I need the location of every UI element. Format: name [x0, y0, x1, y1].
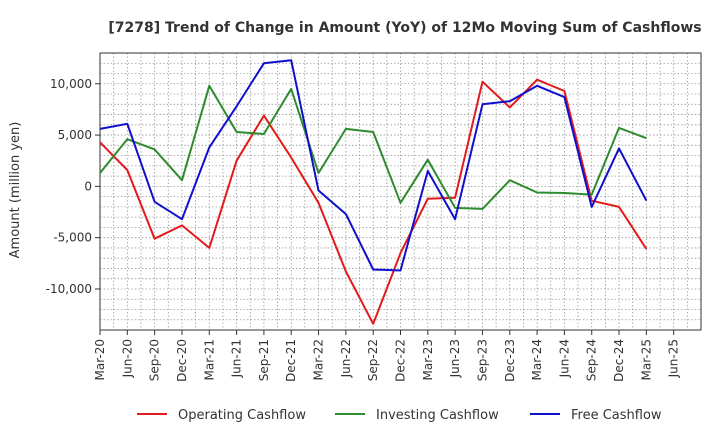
x-axis: Mar-20 Jun-20 Sep-20 Dec-20 Mar-21 Jun-21 Sep-…	[93, 330, 681, 382]
x-tick-label: Jun-20	[120, 339, 134, 378]
y-axis-label: Amount (million yen)	[8, 122, 23, 259]
x-tick-label: Mar-21	[202, 339, 216, 380]
x-tick-label: Jun-22	[339, 339, 353, 378]
x-tick-label: Dec-23	[503, 339, 517, 382]
x-tick-label: Dec-22	[394, 339, 408, 382]
series-line-investing-cashflow	[99, 84, 647, 210]
x-tick-label: Mar-22	[312, 339, 326, 380]
x-tick-label: Sep-22	[366, 339, 380, 381]
y-tick-label: -5,000	[53, 231, 92, 245]
series-line-operating-cashflow	[99, 78, 648, 325]
legend-label-free-cashflow: Free Cashflow	[571, 408, 662, 423]
y-axis: 10,000 5,000 0 -5,000 -10,000	[46, 77, 100, 296]
x-tick-label: Mar-20	[93, 339, 107, 380]
legend-label-operating-cashflow: Operating Cashflow	[178, 408, 306, 423]
y-tick-label: -10,000	[46, 282, 92, 296]
x-tick-label: Dec-21	[284, 339, 298, 382]
x-tick-label: Mar-24	[530, 339, 544, 380]
x-tick-label: Sep-21	[257, 339, 271, 381]
x-tick-label: Jun-24	[557, 339, 571, 378]
grid-lines	[100, 53, 701, 330]
y-tick-label: 10,000	[50, 77, 92, 91]
x-tick-label: Sep-20	[148, 339, 162, 381]
x-tick-label: Dec-20	[175, 339, 189, 382]
legend: Operating Cashflow Investing Cashflow Free…	[137, 408, 662, 423]
x-tick-label: Dec-24	[612, 339, 626, 382]
x-tick-label: Jun-23	[448, 339, 462, 378]
y-tick-label: 5,000	[58, 128, 92, 142]
series-lines	[99, 59, 648, 325]
series-line-free-cashflow	[99, 59, 648, 272]
legend-label-investing-cashflow: Investing Cashflow	[376, 408, 499, 423]
x-tick-label: Jun-21	[230, 339, 244, 378]
x-tick-label: Sep-23	[475, 339, 489, 381]
x-tick-label: Sep-24	[585, 339, 599, 381]
x-tick-label: Mar-25	[639, 339, 653, 380]
chart-title: [7278] Trend of Change in Amount (YoY) o…	[108, 20, 701, 36]
y-tick-label: 0	[84, 179, 92, 193]
x-tick-label: Mar-23	[421, 339, 435, 380]
x-tick-label: Jun-25	[667, 339, 681, 378]
